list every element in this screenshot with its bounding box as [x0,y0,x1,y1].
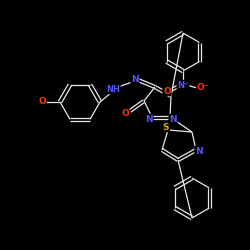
Text: O: O [163,86,171,96]
Text: O⁻: O⁻ [197,84,209,92]
Text: N: N [195,146,203,156]
Text: O: O [38,98,46,106]
Text: N: N [145,114,153,124]
Text: N⁺: N⁺ [177,80,189,90]
Text: N: N [169,114,177,124]
Text: NH: NH [106,84,120,94]
Text: N: N [131,74,139,84]
Text: S: S [163,122,169,132]
Text: O: O [121,110,129,118]
